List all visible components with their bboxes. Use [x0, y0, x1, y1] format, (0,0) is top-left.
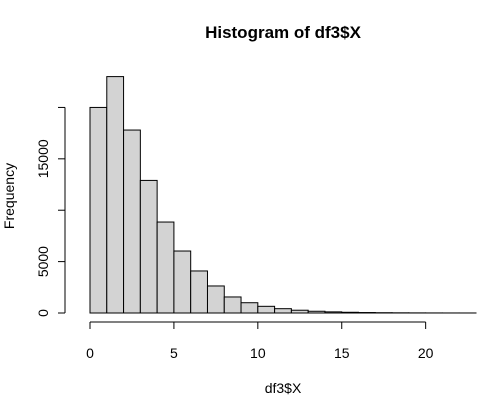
bar: [191, 271, 208, 313]
y-axis-label: Frequency: [1, 163, 17, 229]
bar: [291, 310, 308, 313]
bar: [308, 311, 325, 313]
x-tick-label: 15: [334, 345, 350, 361]
bar: [342, 312, 359, 313]
bar: [107, 77, 124, 313]
bar: [207, 286, 224, 313]
bar: [258, 306, 275, 313]
bar: [140, 180, 157, 313]
bar: [325, 312, 342, 313]
bar: [124, 130, 141, 313]
chart-title: Histogram of df3$X: [205, 23, 362, 42]
bar: [157, 222, 174, 313]
y-tick-label: 15000: [35, 139, 51, 178]
y-tick-label: 0: [35, 309, 51, 317]
x-tick-label: 5: [170, 345, 178, 361]
x-tick-label: 0: [86, 345, 94, 361]
bar: [224, 297, 241, 313]
x-tick-label: 10: [250, 345, 266, 361]
bar: [241, 303, 258, 313]
x-axis-label: df3$X: [265, 380, 302, 396]
bar: [174, 251, 191, 313]
y-tick-label: 5000: [35, 246, 51, 277]
x-tick-label: 20: [418, 345, 434, 361]
bar: [90, 107, 107, 313]
bar: [275, 309, 292, 313]
